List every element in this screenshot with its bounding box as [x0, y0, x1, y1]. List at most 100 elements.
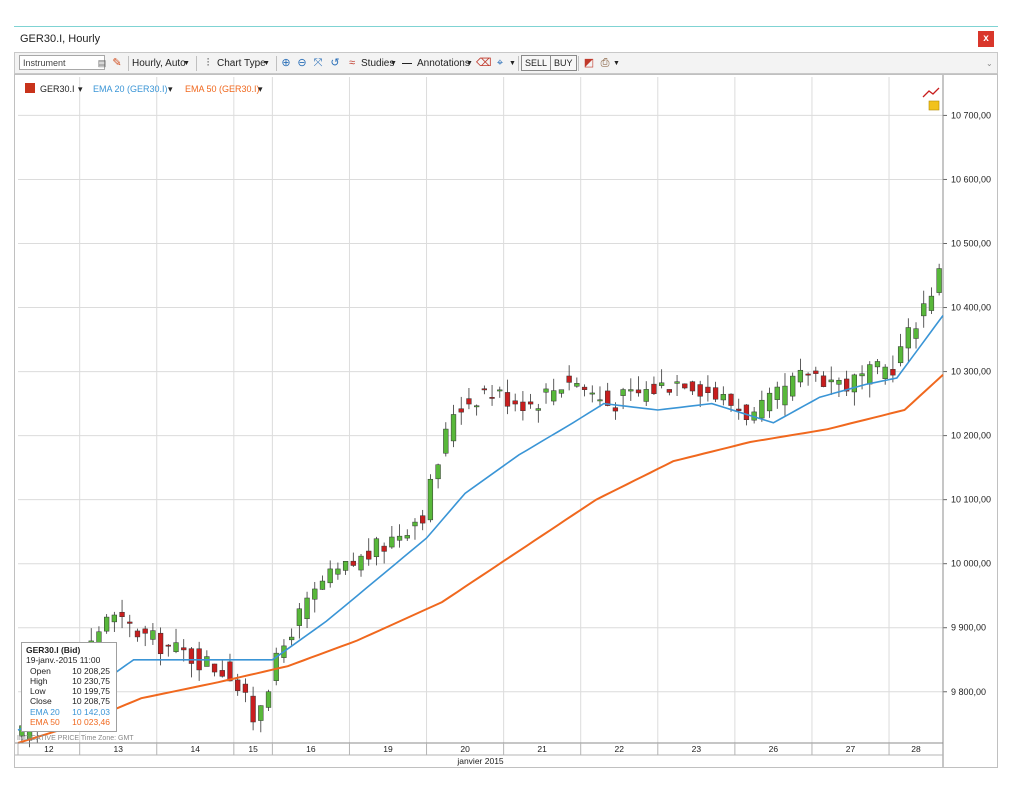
collapse-toolbar-icon[interactable]: ⌄	[986, 59, 993, 68]
candle-body	[905, 327, 911, 349]
candle-body	[774, 386, 780, 400]
candle	[104, 614, 110, 634]
candle-body	[258, 705, 264, 721]
candle-body	[296, 608, 302, 626]
crosshair-icon[interactable]: ⌖	[496, 57, 504, 69]
chevron-down-icon[interactable]: ▾	[258, 84, 263, 94]
candle-body	[181, 647, 187, 651]
candle-body	[651, 383, 657, 394]
candle	[142, 625, 148, 647]
candle	[273, 647, 279, 686]
chevron-down-icon[interactable]: ▾	[168, 84, 173, 94]
candle-body	[520, 401, 526, 411]
candle-body	[844, 378, 850, 392]
chart-type-dropdown[interactable]: Chart Type	[217, 58, 266, 69]
candle-body	[319, 580, 326, 590]
candle	[289, 628, 295, 647]
candle	[404, 529, 410, 541]
close-button[interactable]: x	[978, 31, 994, 47]
candle	[211, 663, 218, 677]
candle-body	[412, 521, 418, 527]
candle-body	[697, 384, 703, 397]
chevron-down-icon[interactable]: ▾	[78, 84, 83, 94]
candle-body	[265, 691, 272, 708]
candle-body	[890, 369, 896, 376]
y-tick-label: 10 700,00	[951, 110, 991, 120]
instrument-lookup-icon[interactable]: ▤	[97, 58, 107, 68]
chevron-down-icon[interactable]: ▼	[613, 60, 620, 67]
candle-body	[466, 398, 472, 405]
chevron-down-icon[interactable]: ▼	[183, 60, 190, 67]
candle-body	[157, 632, 164, 655]
candle	[111, 611, 117, 632]
candle-body	[728, 393, 734, 406]
candle	[728, 393, 734, 412]
chart-area[interactable]: 9 800,00 9 900,00 10 000,00 10 100,00 10 200…	[14, 74, 998, 768]
eraser-icon[interactable]: ⌫	[476, 57, 492, 69]
chevron-down-icon[interactable]: ▼	[509, 60, 516, 67]
chevron-down-icon[interactable]: ▼	[466, 60, 473, 67]
candle	[682, 383, 688, 390]
zoom-fit-icon[interactable]: ⤧	[313, 57, 323, 69]
candle-body	[474, 405, 480, 408]
candle-body	[443, 428, 449, 454]
price-marker	[922, 87, 940, 111]
buy-button[interactable]: BUY	[550, 55, 577, 71]
candle	[628, 378, 634, 401]
candle-body	[211, 663, 218, 673]
chevron-down-icon[interactable]: ▼	[390, 60, 397, 67]
candle-body	[219, 670, 225, 677]
window-title: GER30.I, Hourly	[20, 33, 101, 45]
candle-body	[250, 695, 256, 723]
print-icon[interactable]: ⎙	[600, 57, 610, 69]
x-tick-label: 26	[769, 744, 779, 754]
legend-ema50[interactable]: EMA 50 (GER30.I)	[185, 84, 260, 94]
candle-body	[682, 383, 688, 389]
candle	[219, 659, 225, 678]
candle	[766, 387, 773, 418]
candle	[327, 560, 333, 588]
y-tick-label: 10 500,00	[951, 239, 991, 249]
candle	[751, 406, 757, 424]
undo-icon[interactable]: ↺	[330, 57, 340, 69]
studies-dropdown[interactable]: Studies	[361, 58, 395, 69]
annotations-dropdown[interactable]: Annotations	[417, 58, 470, 69]
candle-body	[666, 389, 672, 393]
x-tick-label: 28	[911, 744, 921, 754]
candle	[119, 599, 125, 629]
candle	[566, 365, 572, 391]
info-value: 10 230,75	[72, 675, 110, 686]
candle-body	[743, 404, 750, 420]
info-label: Close	[30, 696, 52, 707]
candle-body	[921, 303, 927, 317]
chevron-down-icon[interactable]: ▼	[263, 60, 270, 67]
zoom-out-icon[interactable]: ⊖	[297, 57, 307, 69]
toolbar-separator	[276, 56, 277, 71]
candle	[890, 355, 896, 383]
legend-instrument[interactable]: GER30.I	[40, 84, 75, 94]
candle-body	[897, 346, 904, 364]
candle	[905, 318, 911, 362]
candle-body	[396, 535, 403, 541]
timeframe-dropdown[interactable]: Hourly, Auto	[132, 58, 186, 69]
candle-body	[535, 408, 541, 411]
chart-settings-icon[interactable]: ◩	[583, 57, 595, 69]
sell-button[interactable]: SELL	[521, 55, 552, 71]
candle-body	[790, 375, 796, 397]
legend-ema20[interactable]: EMA 20 (GER30.I)	[93, 84, 168, 94]
candle-body	[574, 383, 580, 387]
instrument-search-input[interactable]: Instrument	[19, 55, 105, 70]
price-chart[interactable]: 9 800,00 9 900,00 10 000,00 10 100,00 10 200…	[15, 75, 997, 767]
toolbar-separator	[578, 56, 579, 71]
candle	[936, 263, 942, 296]
candle-body	[589, 392, 595, 395]
studies-icon[interactable]: ≈	[348, 57, 356, 69]
zoom-in-icon[interactable]: ⊕	[281, 57, 291, 69]
info-value: 10 199,75	[72, 686, 110, 697]
candle-body	[928, 295, 935, 311]
candle	[736, 398, 742, 420]
candle-body	[127, 621, 133, 624]
title-bar: GER30.I, Hourly x	[14, 30, 998, 50]
line-tool-icon: —	[402, 58, 412, 69]
chart-draw-icon[interactable]: ✎	[112, 57, 122, 69]
